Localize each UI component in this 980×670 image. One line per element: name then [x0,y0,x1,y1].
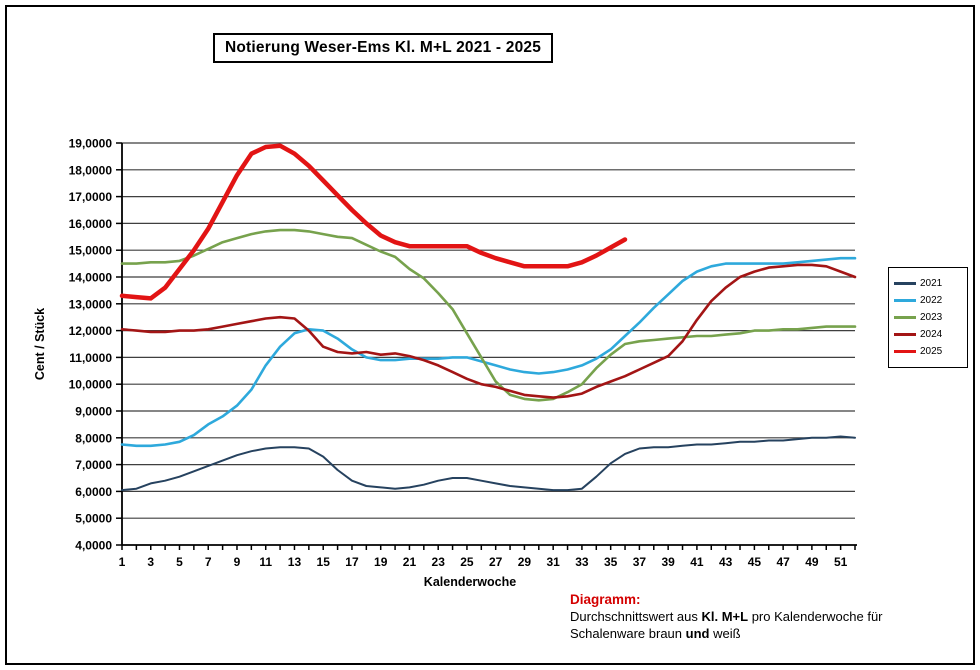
footnote-heading: Diagramm: [570,592,641,607]
x-tick-label: 25 [460,555,474,569]
y-tick-label: 13,0000 [69,297,113,311]
footnote-segment: Durchschnittswert aus [570,609,702,624]
x-tick-label: 13 [288,555,302,569]
footnote-segment: Kl. M+L [701,609,749,624]
legend: 2021 2022 2023 2024 2025 [888,267,968,368]
legend-entry-2022: 2022 [894,292,962,309]
legend-label: 2025 [920,345,943,357]
footnote-segment: weiß [709,626,741,641]
y-tick-label: 6,0000 [75,485,112,499]
y-tick-label: 10,0000 [69,378,113,392]
series-line-2024 [120,263,857,399]
y-tick-label: 19,0000 [69,137,113,151]
x-tick-label: 9 [234,555,241,569]
y-tick-label: 17,0000 [69,190,113,204]
y-tick-label: 9,0000 [75,405,112,419]
x-tick-label: 31 [546,555,560,569]
series-line-2025 [119,143,628,301]
x-tick-label: 29 [518,555,532,569]
legend-entry-2025: 2025 [894,343,962,360]
y-tick-label: 8,0000 [75,431,112,445]
legend-swatch-2024 [894,333,916,336]
y-tick-label: 16,0000 [69,217,113,231]
x-tick-label: 11 [259,555,272,569]
x-tick-label: 33 [575,555,589,569]
legend-swatch-2025 [894,349,916,354]
x-tick-label: 5 [176,555,183,569]
legend-label: 2023 [920,311,943,323]
footnote: Diagramm: Durchschnittswert aus Kl. M+L … [570,591,883,642]
footnote-segment: pro Kalenderwoche für [748,609,883,624]
x-tick-label: 15 [317,555,331,569]
x-tick-label: 3 [147,555,154,569]
x-tick-label: 17 [345,555,359,569]
x-tick-label: 21 [403,555,417,569]
footnote-line: Schalenware braun und weiß [570,625,883,642]
footnote-segment: und [685,626,710,641]
series-line-2022 [120,256,857,448]
legend-entry-2024: 2024 [894,326,962,343]
y-tick-label: 18,0000 [69,163,113,177]
y-tick-label: 15,0000 [69,244,113,258]
x-tick-label: 7 [205,555,212,569]
legend-label: 2022 [920,294,943,306]
legend-entry-2021: 2021 [894,275,962,292]
legend-label: 2021 [920,277,943,289]
x-tick-label: 35 [604,555,618,569]
x-tick-label: 45 [748,555,762,569]
footnote-line: Durchschnittswert aus Kl. M+L pro Kalend… [570,608,883,625]
series-line-2023 [120,228,857,402]
legend-swatch-2021 [894,282,916,285]
x-tick-label: 47 [776,555,790,569]
footnote-text: Durchschnittswert aus Kl. M+L pro Kalend… [570,608,883,642]
x-tick-label: 39 [661,555,675,569]
legend-swatch-2022 [894,299,916,302]
x-tick-label: 37 [633,555,647,569]
legend-label: 2024 [920,328,943,340]
y-tick-label: 4,0000 [75,539,112,553]
x-tick-label: 49 [805,555,819,569]
y-tick-label: 7,0000 [75,458,112,472]
footnote-segment: Schalenware braun [570,626,686,641]
x-tick-label: 43 [719,555,733,569]
y-tick-label: 5,0000 [75,512,112,526]
legend-swatch-2023 [894,316,916,319]
y-tick-label: 11,0000 [69,351,112,365]
x-tick-label: 19 [374,555,388,569]
series-line-2021 [121,435,856,492]
legend-entry-2023: 2023 [894,309,962,326]
x-tick-label: 1 [119,555,126,569]
x-tick-label: 41 [690,555,704,569]
chart-title: Notierung Weser-Ems Kl. M+L 2021 - 2025 [213,33,554,63]
y-tick-label: 14,0000 [69,271,113,285]
y-tick-label: 12,0000 [69,324,113,338]
x-tick-label: 51 [834,555,848,569]
x-tick-label: 23 [432,555,446,569]
x-tick-label: 27 [489,555,503,569]
x-axis-title: Kalenderwoche [423,575,517,589]
